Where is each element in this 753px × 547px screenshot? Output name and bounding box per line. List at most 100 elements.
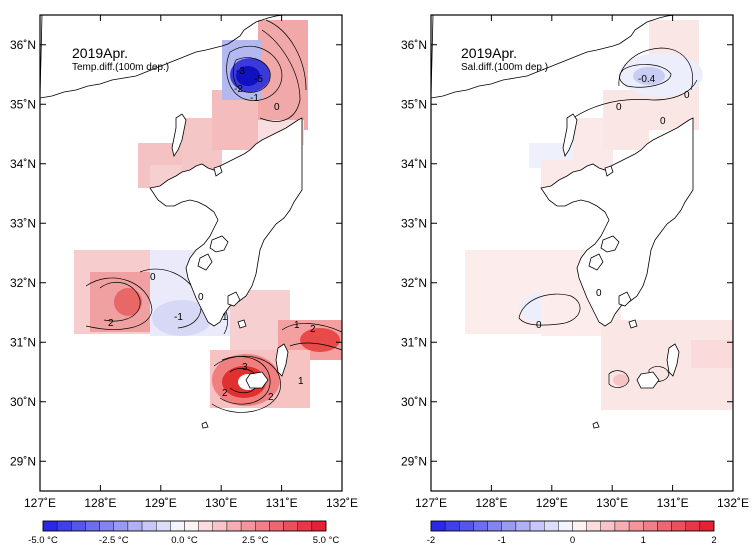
temp-lat-label: 34˚N — [10, 157, 36, 171]
sal-colorbar-swatch — [699, 520, 715, 532]
sal-axes: 127˚E 128˚E 129˚E 130˚E 131˚E 132˚E 29˚N 30˚N 31… — [401, 15, 749, 510]
temp-colorbar-swatch — [141, 520, 157, 532]
sal-colorbar-swatch — [657, 520, 672, 532]
temp-subtitle: Temp.diff.(100m dep.) — [72, 62, 169, 73]
temp-contour-label: 1 — [294, 320, 300, 331]
temp-contour-label: -1 — [250, 93, 259, 104]
temp-contour-label: 1 — [298, 376, 304, 387]
sal-lat-label: 35˚N — [401, 97, 427, 111]
sal-colorbar-swatch — [444, 520, 460, 532]
temp-colorbar-swatch — [269, 520, 284, 532]
sal-title: 2019Apr. — [461, 45, 517, 61]
temp-colorbar-swatch — [85, 520, 100, 532]
temp-colorbar-frame — [42, 520, 327, 532]
temp-colorbar-swatch — [99, 520, 114, 532]
temp-colorbar-swatch — [255, 520, 270, 532]
sal-lon-label: 129˚E — [536, 496, 568, 510]
temp-lat-label: 36˚N — [10, 38, 36, 52]
sal-colorbar-frame — [430, 520, 715, 532]
sal-colorbar-swatch — [671, 520, 686, 532]
sal-colorbar-swatch — [501, 520, 517, 532]
temp-contour-label: 2 — [108, 318, 114, 329]
sal-lat-label: 29˚N — [401, 454, 427, 468]
temp-contour-label: 3 — [242, 362, 248, 373]
temp-colorbar-label: 2.5 °C — [242, 535, 269, 546]
sal-colorbar-swatch — [529, 520, 545, 532]
sal-contour-label: 0 — [616, 102, 622, 113]
temp-contour-label: 0 — [150, 272, 156, 283]
sal-map-frame — [430, 14, 734, 492]
temp-contour-label: 2 — [310, 324, 316, 335]
sal-colorbar-swatch — [628, 520, 644, 532]
sal-contours — [518, 47, 698, 388]
temp-lat-label: 30˚N — [10, 395, 36, 409]
sal-contour-label: 0 — [684, 90, 690, 101]
temp-map-frame — [39, 14, 343, 492]
temp-colorbar-label: 5.0 °C — [313, 535, 340, 546]
temp-colorbar-label: -2.5 °C — [99, 535, 129, 546]
temp-lon-label: 129˚E — [145, 496, 177, 510]
sal-lat-label: 36˚N — [401, 38, 427, 52]
temp-contour-label: 0 — [274, 102, 280, 113]
sal-lon-label: 130˚E — [596, 496, 628, 510]
temp-colorbar: -5.0 °C -2.5 °C 0.0 °C 2.5 °C 5.0 °C — [28, 520, 340, 546]
temp-lat-label: 33˚N — [10, 216, 36, 230]
temp-axes: 127˚E 128˚E 129˚E 130˚E 131˚E 132˚E29˚N30˚N31… — [10, 15, 358, 510]
temp-colorbar-label: -5.0 °C — [28, 535, 58, 546]
temp-lon-label: 132˚E — [326, 496, 358, 510]
sal-colorbar: -2 -1 0 1 2 — [427, 520, 717, 546]
temp-contour-label: 2 — [268, 392, 274, 403]
temp-title: 2019Apr. — [72, 45, 128, 61]
sal-colorbar-label: 1 — [641, 535, 646, 546]
sal-subtitle: Sal.diff.(100m dep.) — [461, 62, 548, 73]
temp-contour-labels: -3 -2 -1 -5 0 0 0 2 1 2 1 -1 3 2 2 1 — [108, 66, 316, 403]
temp-colorbar-label: 0.0 °C — [171, 535, 198, 546]
salinity-panel: -0.4 0 0 0 0 0 2019Apr. Sal.diff.(100m d… — [401, 14, 749, 546]
sal-colorbar-swatch — [487, 520, 502, 532]
sal-lat-label: 33˚N — [401, 216, 427, 230]
sal-colorbar-swatch — [515, 520, 531, 532]
temp-lon-label: 127˚E — [24, 496, 56, 510]
sal-lat-label: 31˚N — [401, 335, 427, 349]
temperature-panel: -3 -2 -1 -5 0 0 0 2 1 2 1 -1 3 2 2 1 201… — [10, 14, 358, 546]
sal-contour-label: 0 — [596, 288, 602, 299]
sal-lat-label: 34˚N — [401, 157, 427, 171]
sal-lon-label: 132˚E — [717, 496, 749, 510]
sal-lat-label: 30˚N — [401, 395, 427, 409]
temp-colorbar-swatch — [212, 520, 228, 532]
sal-colorbar-swatch — [586, 520, 602, 532]
temp-colorbar-swatch — [155, 520, 171, 532]
sal-colorbar-label: -1 — [498, 535, 506, 546]
sal-colorbar-label: 0 — [570, 535, 575, 546]
sal-colorbar-label: -2 — [427, 535, 435, 546]
temp-colorbar-swatch — [170, 520, 185, 532]
sal-colorbar-label: 2 — [711, 535, 716, 546]
temp-colorbar-swatch — [56, 520, 72, 532]
temp-contour-label: -3 — [236, 66, 245, 77]
temp-contour-label: 1 — [222, 312, 228, 323]
temp-lat-label: 29˚N — [10, 454, 36, 468]
temp-colorbar-swatch — [42, 520, 58, 532]
temp-contour-label: -5 — [254, 74, 263, 85]
temp-colorbar-swatch — [226, 520, 242, 532]
temp-colorbar-swatch — [127, 520, 143, 532]
sal-colorbar-swatch — [544, 520, 559, 532]
temp-contour-label: -2 — [234, 84, 243, 95]
temp-colorbar-swatch — [198, 520, 213, 532]
sal-colorbar-swatch — [685, 520, 701, 532]
temp-lat-label: 32˚N — [10, 276, 36, 290]
sal-lon-label: 131˚E — [657, 496, 689, 510]
sal-colorbar-swatch — [430, 520, 446, 532]
temp-lon-label: 128˚E — [84, 496, 116, 510]
temp-colorbar-swatch — [71, 520, 86, 532]
sal-lat-label: 32˚N — [401, 276, 427, 290]
temp-contour-label: 0 — [198, 292, 204, 303]
temp-colorbar-swatch — [311, 520, 327, 532]
temp-contour-label: 2 — [222, 388, 228, 399]
sal-contour-label: 0 — [660, 116, 666, 127]
sal-contour-label: 0 — [536, 320, 542, 331]
temp-contour-label: -1 — [174, 312, 183, 323]
sal-colorbar-swatch — [614, 520, 630, 532]
temp-colorbar-swatch — [113, 520, 129, 532]
temp-lon-label: 131˚E — [266, 496, 298, 510]
